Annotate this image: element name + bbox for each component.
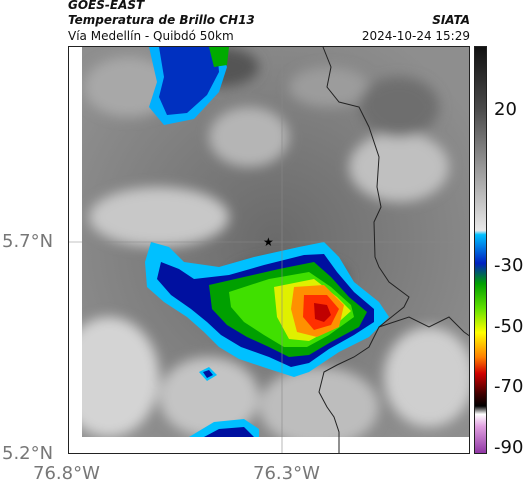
- colorbar-gradient: [475, 47, 486, 453]
- agency-label: SIATA: [432, 13, 470, 27]
- colorbar-tick-minus90: -90: [494, 437, 524, 458]
- department-border-2: [378, 316, 469, 337]
- lon-label-1: 76.8°W: [33, 463, 100, 484]
- lat-label-2: 5.2°N: [2, 443, 54, 464]
- map-canvas: ★: [69, 47, 469, 453]
- colorbar-tick-minus50: -50: [494, 316, 524, 337]
- datetime-label: 2024-10-24 15:29: [361, 29, 470, 43]
- colorbar-tick-minus70: -70: [494, 376, 524, 397]
- colorbar-tick-minus30: -30: [494, 255, 524, 276]
- department-border: [318, 47, 410, 453]
- cold-cloud-north: [149, 47, 229, 125]
- route-subtitle: Vía Medellín - Quibdó 50km: [68, 29, 234, 43]
- cold-cloud-south: [189, 367, 259, 437]
- lat-label-1: 5.7°N: [2, 231, 54, 252]
- satellite-title: GOES-EAST: [68, 0, 145, 12]
- lon-label-2: 76.3°W: [253, 463, 320, 484]
- location-marker-icon: ★: [263, 235, 274, 249]
- convective-cell: [145, 242, 389, 377]
- product-title: Temperatura de Brillo CH13: [68, 13, 255, 27]
- temperature-colorbar: [474, 46, 487, 454]
- brightness-temperature-map: ★: [68, 46, 470, 454]
- cloud-texture: [69, 47, 469, 447]
- colorbar-tick-20: 20: [494, 99, 517, 120]
